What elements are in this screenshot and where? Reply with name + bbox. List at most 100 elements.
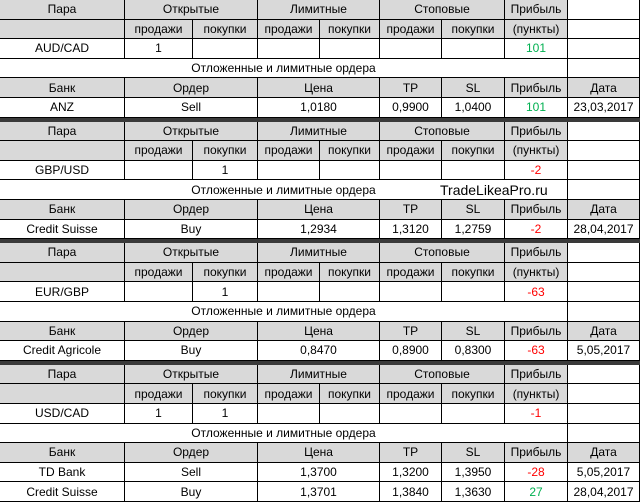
- header-cell: Ордер: [125, 200, 258, 220]
- price-cell: 0,8470: [258, 341, 380, 361]
- cell: [568, 404, 640, 424]
- header-cell: Открытые: [125, 121, 258, 142]
- header-cell: покупки: [442, 141, 505, 161]
- bank-cell: Credit Agricole: [0, 341, 125, 361]
- header-cell: Цена: [258, 443, 380, 463]
- header-cell: продажи: [258, 19, 320, 40]
- header-cell: покупки: [193, 141, 258, 161]
- header-cell: продажи: [125, 141, 193, 161]
- cell: [380, 39, 442, 59]
- cell: [320, 404, 380, 424]
- profit-cell: -2: [505, 219, 568, 240]
- header-cell: (пункты): [505, 262, 568, 283]
- block-separator: [0, 117, 640, 122]
- header-cell: Пара: [0, 243, 125, 263]
- cell: [320, 282, 380, 302]
- cell: [568, 364, 640, 385]
- profit-cell: -63: [505, 341, 568, 361]
- cell: [0, 141, 125, 161]
- cell: [320, 160, 380, 181]
- sl-cell: 1,0400: [442, 98, 505, 118]
- header-cell: Цена: [258, 321, 380, 342]
- header-cell: покупки: [320, 384, 380, 404]
- header-cell: Стоповые: [380, 364, 505, 385]
- header-cell: Прибыль: [505, 78, 568, 98]
- cell: [193, 39, 258, 59]
- header-cell: SL: [442, 321, 505, 342]
- header-cell: Банк: [0, 321, 125, 342]
- header-cell: Прибыль: [505, 321, 568, 342]
- cell: [0, 262, 125, 283]
- cell: 1: [125, 404, 193, 424]
- sl-cell: 1,3950: [442, 462, 505, 483]
- header-cell: Пара: [0, 121, 125, 142]
- header-cell: продажи: [258, 262, 320, 283]
- header-cell: Лимитные: [258, 243, 380, 263]
- block-separator: [0, 239, 640, 244]
- order-cell: Sell: [125, 98, 258, 118]
- cell: [258, 282, 320, 302]
- block-separator: [0, 360, 640, 365]
- date-cell: 5,05,2017: [568, 462, 640, 483]
- header-cell: Открытые: [125, 0, 258, 20]
- header-cell: Дата: [568, 78, 640, 98]
- header-cell: Прибыль: [505, 243, 568, 263]
- header-cell: (пункты): [505, 19, 568, 40]
- header-cell: покупки: [442, 19, 505, 40]
- cell: [568, 384, 640, 404]
- profit-cell: 101: [505, 39, 568, 59]
- cell: [258, 404, 320, 424]
- tp-cell: 1,3120: [380, 219, 442, 240]
- order-cell: Buy: [125, 219, 258, 240]
- cell: [380, 160, 442, 181]
- cell: [442, 282, 505, 302]
- header-cell: покупки: [193, 262, 258, 283]
- profit-cell: 27: [505, 482, 568, 502]
- date-cell: 28,04,2017: [568, 482, 640, 502]
- header-cell: (пункты): [505, 141, 568, 161]
- header-cell: Лимитные: [258, 0, 380, 20]
- section-title: Отложенные и лимитные ордера: [0, 423, 568, 444]
- cell: [442, 160, 505, 181]
- cell: [568, 302, 640, 322]
- price-cell: 1,3701: [258, 482, 380, 502]
- header-cell: покупки: [193, 384, 258, 404]
- header-cell: Прибыль: [505, 121, 568, 142]
- price-cell: 1,3700: [258, 462, 380, 483]
- header-cell: Открытые: [125, 364, 258, 385]
- profit-cell: -2: [505, 160, 568, 181]
- header-cell: продажи: [125, 19, 193, 40]
- header-cell: TP: [380, 200, 442, 220]
- header-cell: Дата: [568, 321, 640, 342]
- watermark: TradeLikeaPro.ru: [440, 182, 548, 199]
- header-cell: Лимитные: [258, 364, 380, 385]
- date-cell: 5,05,2017: [568, 341, 640, 361]
- cell: [380, 404, 442, 424]
- cell: [442, 39, 505, 59]
- header-cell: покупки: [320, 141, 380, 161]
- cell: [568, 160, 640, 181]
- cell: [442, 404, 505, 424]
- cell: [258, 39, 320, 59]
- header-cell: продажи: [380, 19, 442, 40]
- header-cell: Цена: [258, 78, 380, 98]
- tp-cell: 1,3200: [380, 462, 442, 483]
- header-cell: Прибыль: [505, 200, 568, 220]
- header-cell: Стоповые: [380, 243, 505, 263]
- sl-cell: 1,3630: [442, 482, 505, 502]
- price-cell: 1,0180: [258, 98, 380, 118]
- cell: 1: [125, 39, 193, 59]
- header-cell: продажи: [258, 384, 320, 404]
- header-cell: TP: [380, 78, 442, 98]
- sl-cell: 0,8300: [442, 341, 505, 361]
- bank-cell: Credit Suisse: [0, 219, 125, 240]
- price-cell: 1,2934: [258, 219, 380, 240]
- header-cell: Прибыль: [505, 0, 568, 20]
- pair-cell: USD/CAD: [0, 404, 125, 424]
- profit-cell: -1: [505, 404, 568, 424]
- tp-cell: 0,9900: [380, 98, 442, 118]
- cell: [568, 243, 640, 263]
- header-cell: покупки: [320, 262, 380, 283]
- header-cell: продажи: [380, 141, 442, 161]
- date-cell: 23,03,2017: [568, 98, 640, 118]
